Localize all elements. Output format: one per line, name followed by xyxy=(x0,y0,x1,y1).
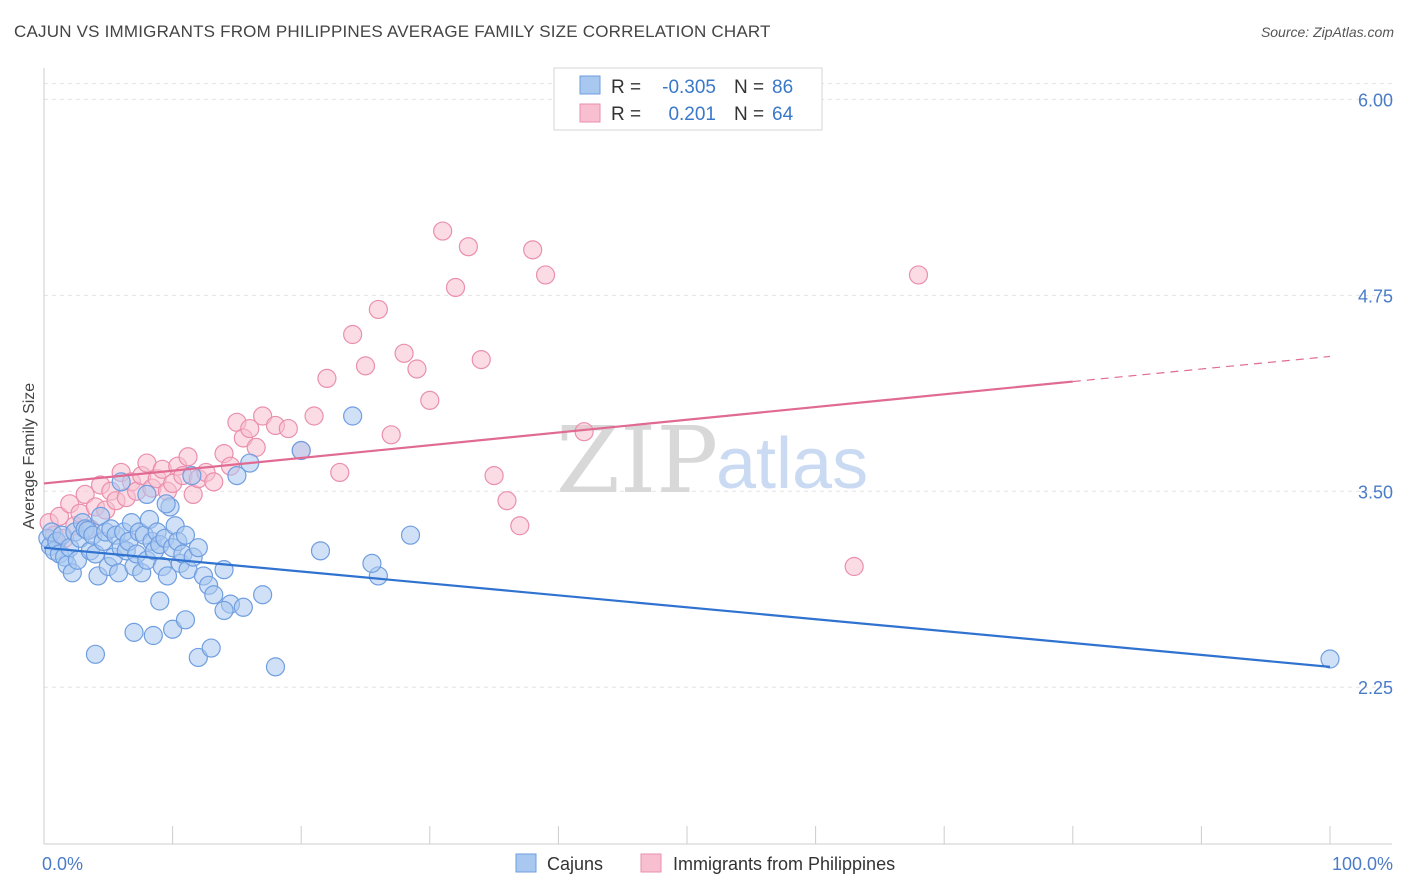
point-philippines xyxy=(497,491,517,511)
source-label: Source: ZipAtlas.com xyxy=(1260,24,1394,40)
trend-line-cajuns xyxy=(43,546,1331,668)
point-cajuns xyxy=(400,525,421,545)
point-cajuns xyxy=(175,525,196,545)
point-philippines xyxy=(253,406,273,426)
point-philippines xyxy=(394,343,414,363)
point-cajuns xyxy=(362,553,382,573)
point-cajuns xyxy=(156,494,176,514)
chart-title: CAJUN VS IMMIGRANTS FROM PHILIPPINES AVE… xyxy=(14,22,771,41)
point-philippines xyxy=(420,390,440,410)
point-cajuns xyxy=(204,585,224,605)
point-cajuns xyxy=(85,644,106,664)
point-philippines xyxy=(574,422,594,442)
point-philippines xyxy=(381,425,401,445)
point-cajuns xyxy=(137,484,157,505)
point-cajuns xyxy=(124,622,144,642)
legend-r-label-2: R = xyxy=(611,104,641,125)
point-philippines xyxy=(178,447,198,467)
point-philippines xyxy=(535,265,556,285)
point-philippines xyxy=(240,418,260,439)
watermark-atlas: atlas xyxy=(716,424,868,504)
point-cajuns xyxy=(310,541,331,561)
legend-r-label-1: R = xyxy=(611,77,641,98)
point-philippines xyxy=(407,359,427,379)
point-cajuns xyxy=(265,657,286,677)
y-tick-label: 2.25 xyxy=(1358,678,1393,698)
point-cajuns xyxy=(182,465,202,486)
point-cajuns xyxy=(233,597,253,617)
legend-swatch-cajuns xyxy=(579,75,601,95)
y-tick-labels: 2.25 3.50 4.75 6.00 xyxy=(1358,90,1393,698)
point-cajuns xyxy=(201,638,221,658)
point-philippines xyxy=(458,237,478,257)
point-philippines xyxy=(355,356,376,376)
point-philippines xyxy=(343,324,363,345)
point-cajuns xyxy=(343,406,363,426)
point-cajuns xyxy=(175,610,196,630)
point-philippines xyxy=(445,277,466,298)
series-legend: Cajuns Immigrants from Philippines xyxy=(515,853,895,874)
point-philippines xyxy=(204,472,224,492)
correlation-legend: R = -0.305 N = 86 R = 0.201 N = 64 xyxy=(553,67,823,131)
bottom-legend-swatch-cajuns xyxy=(515,853,537,873)
point-philippines xyxy=(908,265,929,285)
legend-n-value-1: 86 xyxy=(772,77,793,98)
bottom-legend-label-cajuns: Cajuns xyxy=(547,854,603,874)
point-philippines xyxy=(433,221,453,241)
point-cajuns xyxy=(227,465,247,486)
y-tick-label: 4.75 xyxy=(1358,286,1393,306)
point-cajuns xyxy=(188,647,208,668)
trend-line-philippines xyxy=(43,380,1073,485)
point-philippines xyxy=(330,462,350,483)
x-tick-label-min: 0.0% xyxy=(42,854,83,874)
point-philippines xyxy=(471,349,491,370)
point-philippines xyxy=(75,484,95,505)
point-cajuns xyxy=(214,600,234,621)
legend-n-label-1: N = xyxy=(734,77,764,98)
bottom-legend-label-philippines: Immigrants from Philippines xyxy=(673,854,895,874)
x-tick-label-max: 100.0% xyxy=(1332,854,1393,874)
point-philippines xyxy=(484,465,504,486)
point-cajuns xyxy=(291,440,311,461)
point-cajuns xyxy=(111,472,131,492)
point-cajuns xyxy=(143,625,163,646)
point-philippines xyxy=(317,368,337,388)
point-cajuns xyxy=(188,538,208,558)
legend-swatch-philippines xyxy=(579,103,601,123)
x-ticks xyxy=(43,826,1331,844)
point-philippines xyxy=(368,299,388,320)
trend-lines xyxy=(43,355,1331,668)
legend-n-value-2: 64 xyxy=(772,104,794,125)
y-axis-label: Average Family Size xyxy=(21,383,38,530)
axes xyxy=(43,68,1392,845)
point-philippines xyxy=(510,516,530,536)
point-cajuns xyxy=(1320,649,1340,669)
point-philippines xyxy=(49,506,70,526)
legend-r-value-1: -0.305 xyxy=(662,77,716,98)
point-cajuns xyxy=(157,566,178,586)
legend-n-label-2: N = xyxy=(734,104,764,125)
trend-line-philippines-extension xyxy=(1072,355,1331,383)
legend-r-value-2: 0.201 xyxy=(668,104,716,125)
grid-lines xyxy=(44,83,1392,688)
point-philippines xyxy=(278,418,298,439)
y-tick-label: 6.00 xyxy=(1358,90,1393,110)
bottom-legend-swatch-philippines xyxy=(640,853,662,873)
point-philippines xyxy=(304,406,324,426)
point-philippines xyxy=(844,556,864,577)
point-cajuns xyxy=(150,591,170,611)
point-cajuns xyxy=(253,585,273,605)
point-cajuns xyxy=(163,619,183,639)
y-tick-label: 3.50 xyxy=(1358,482,1393,502)
point-philippines xyxy=(523,240,543,260)
